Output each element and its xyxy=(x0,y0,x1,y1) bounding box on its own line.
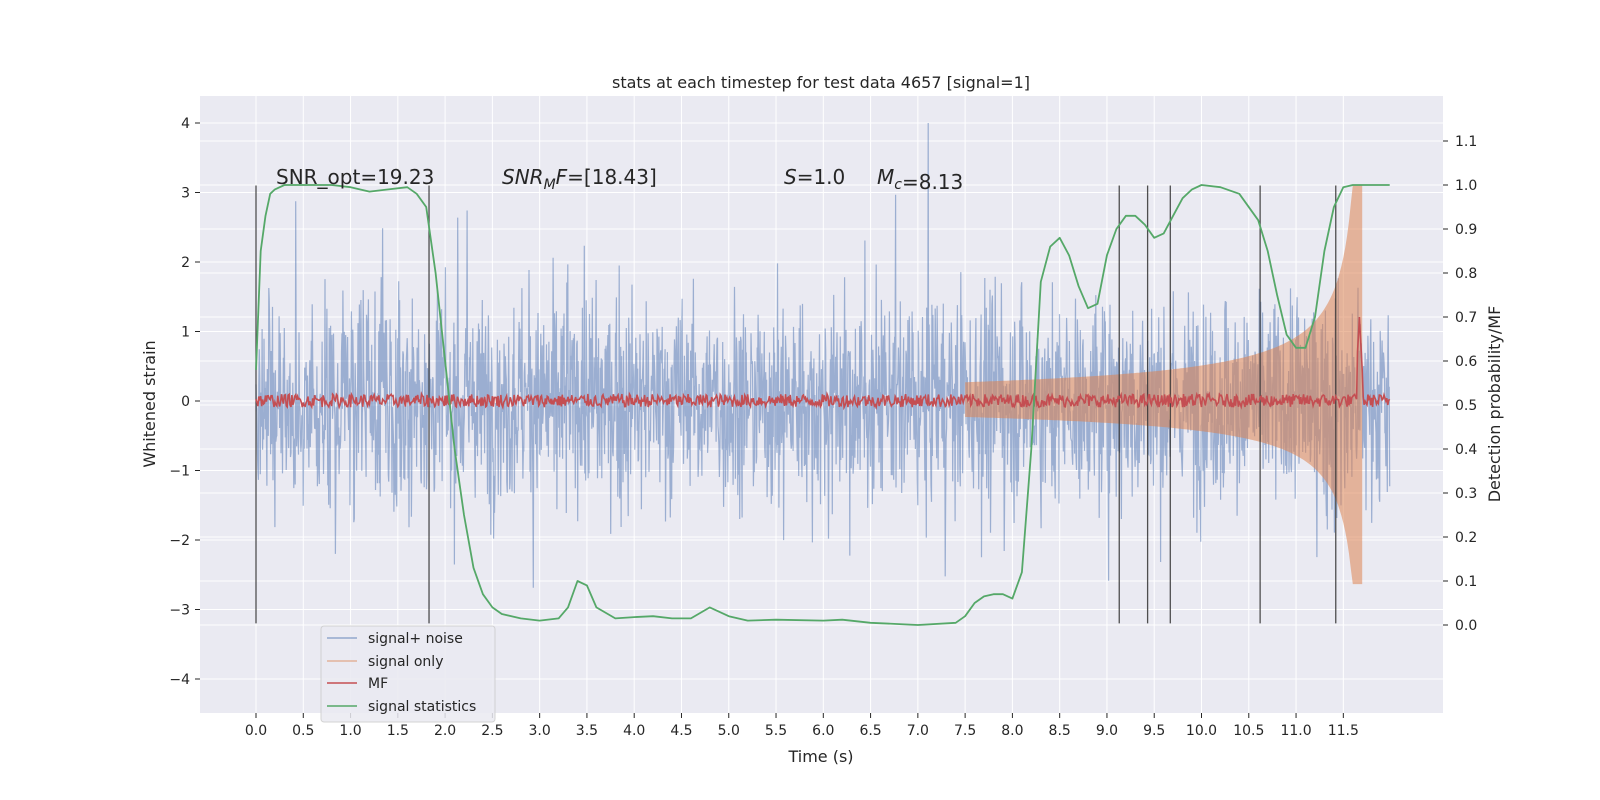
annotation-mc: Mc=8.13 xyxy=(877,165,963,194)
signal-statistics-series xyxy=(255,184,1390,626)
x-tick-label: 3.0 xyxy=(529,723,551,739)
y2-tick-label: 1.1 xyxy=(1455,134,1477,150)
x-axis-label: Time (s) xyxy=(787,747,853,766)
y2-tick-label: 0.7 xyxy=(1455,310,1477,326)
signal-only-series xyxy=(965,185,1363,585)
mf-line xyxy=(255,316,1391,411)
y-tick-label: 4 xyxy=(181,116,190,132)
x-tick-label: 10.5 xyxy=(1233,723,1264,739)
signal-only-fill xyxy=(965,185,1363,585)
x-tick-label: 5.5 xyxy=(765,723,787,739)
x-tick-label: 3.5 xyxy=(576,723,598,739)
x-tick-label: 2.0 xyxy=(434,723,456,739)
x-tick-label: 0.0 xyxy=(245,723,267,739)
x-tick-label: 11.5 xyxy=(1328,723,1359,739)
x-tick-label: 4.5 xyxy=(670,723,692,739)
legend-label-signal-only: signal only xyxy=(368,654,443,670)
y-tick-label: 0 xyxy=(181,394,190,410)
x-tick-label: 0.5 xyxy=(292,723,314,739)
y2-tick-label: 0.9 xyxy=(1455,222,1477,238)
x-tick-label: 4.0 xyxy=(623,723,645,739)
annotation-snr-mf: SNRMF=[18.43] xyxy=(502,165,657,193)
x-tick-label: 6.5 xyxy=(859,723,881,739)
y2-tick-label: 1.0 xyxy=(1455,178,1477,194)
y2-tick-label: 0.2 xyxy=(1455,530,1477,546)
y2-tick-label: 0.6 xyxy=(1455,354,1477,370)
signal-statistics-line xyxy=(255,184,1390,626)
y-tick-label: −1 xyxy=(169,464,190,480)
x-tick-label: 1.5 xyxy=(387,723,409,739)
y2-tick-label: 0.0 xyxy=(1455,618,1477,634)
x-tick-label: 8.0 xyxy=(1001,723,1023,739)
x-tick-label: 5.0 xyxy=(718,723,740,739)
x-tick-label: 1.0 xyxy=(339,723,361,739)
y-tick-label: 2 xyxy=(181,255,190,271)
y2-axis-ticks: 1.1 1.0 0.9 0.8 0.7 0.6 0.5 0.4 0.3 0.2 0.1 0.0 xyxy=(1443,134,1477,634)
annotation-snr-opt: SNR_opt=19.23 xyxy=(276,165,434,189)
y-tick-label: −2 xyxy=(169,533,190,549)
x-tick-label: 10.0 xyxy=(1186,723,1217,739)
legend-label-mf: MF xyxy=(368,676,388,692)
x-tick-label: 2.5 xyxy=(481,723,503,739)
x-tick-label: 9.5 xyxy=(1143,723,1165,739)
y2-axis-label: Detection probability/MF xyxy=(1485,306,1504,503)
x-axis-ticks: 0.0 0.5 1.0 1.5 2.0 2.5 3.0 3.5 4.0 4.5 5.0 5.5 6.0 6… xyxy=(245,713,1359,739)
y-tick-label: −4 xyxy=(169,672,190,688)
y2-tick-label: 0.3 xyxy=(1455,486,1477,502)
y-tick-label: 3 xyxy=(181,186,190,202)
y2-tick-label: 0.5 xyxy=(1455,398,1477,414)
legend-label-signal-statistics: signal statistics xyxy=(368,699,476,715)
legend-label-signal-noise: signal+ noise xyxy=(368,631,463,647)
x-tick-label: 6.0 xyxy=(812,723,834,739)
y-tick-label: −3 xyxy=(169,603,190,619)
x-tick-label: 8.5 xyxy=(1049,723,1071,739)
annotation-s: S=1.0 xyxy=(784,165,845,189)
y2-tick-label: 0.8 xyxy=(1455,266,1477,282)
x-tick-label: 9.0 xyxy=(1096,723,1118,739)
y-tick-label: 1 xyxy=(181,325,190,341)
x-tick-label: 7.5 xyxy=(954,723,976,739)
y-axis-label: Whitened strain xyxy=(140,340,159,467)
x-tick-label: 11.0 xyxy=(1280,723,1311,739)
legend-box xyxy=(320,625,496,723)
chart-title: stats at each timestep for test data 465… xyxy=(612,73,1030,92)
y2-tick-label: 0.1 xyxy=(1455,574,1477,590)
x-tick-label: 7.0 xyxy=(907,723,929,739)
legend: signal+ noise signal only MF signal stat… xyxy=(320,625,496,723)
y-axis-ticks: 4 3 2 1 0 −1 −2 −3 −4 xyxy=(169,116,200,688)
mf-series xyxy=(255,316,1391,411)
y2-tick-label: 0.4 xyxy=(1455,442,1477,458)
